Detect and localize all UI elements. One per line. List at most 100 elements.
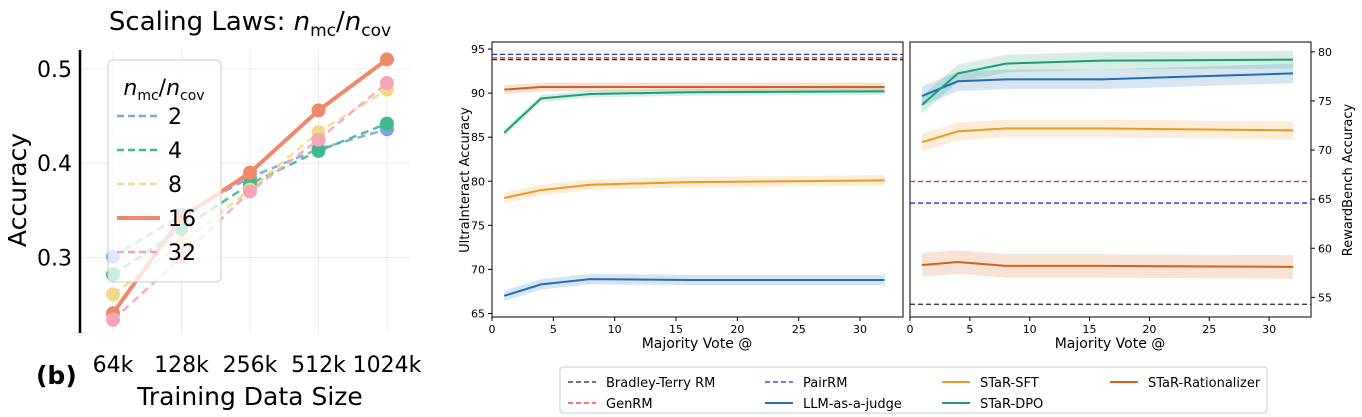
mid-band-star-sft — [504, 175, 885, 204]
scaling-point-32 — [243, 184, 257, 199]
mid-x-tick-label: 20 — [730, 323, 744, 336]
scaling-x-tick-label: 1024k — [353, 353, 422, 378]
mid-y-tick-label: 75 — [471, 219, 485, 232]
scaling-y-tick-label: 0.3 — [37, 247, 72, 272]
right-x-tick-label: 0 — [907, 323, 914, 336]
mid-y-tick-label: 65 — [471, 307, 485, 320]
scaling-point-32 — [311, 132, 326, 147]
mid-line-llm-as-a-judge — [503, 278, 885, 297]
ultrainteract-x-ticks: 0 5 10 15 20 25 30 — [489, 317, 867, 336]
mid-x-tick-label: 5 — [550, 323, 557, 336]
scaling-y-label: Accuracy — [3, 133, 32, 247]
scaling-point-32 — [380, 76, 394, 91]
scaling-y-tick-label: 0.5 — [37, 58, 72, 83]
mid-y-tick-label: 70 — [471, 263, 485, 276]
scaling-x-ticks: 64k 128k 256k 512k 1024k — [93, 353, 422, 378]
bottom-legend-label-llm-as-a-judge: LLM-as-a-judge — [803, 397, 902, 412]
right-x-tick-label: 30 — [1262, 323, 1276, 336]
mid-x-tick-label: 15 — [669, 323, 683, 336]
scaling-x-tick-label: 64k — [93, 353, 134, 378]
right-line-star-dpo — [921, 58, 1294, 106]
scaling-point-16 — [311, 103, 326, 118]
bottom-legend-label-bradley-terry-rm: Bradley-Terry RM — [606, 376, 715, 391]
scaling-legend-label-2: 2 — [168, 105, 182, 130]
scaling-x-tick-label: 256k — [223, 353, 278, 378]
scaling-point-32 — [106, 312, 120, 327]
scaling-legend-label-8: 8 — [168, 173, 182, 198]
rewardbench-y-ticks: 55 60 65 70 75 80 — [1311, 46, 1332, 304]
bottom-legend-label-star-dpo: STaR-DPO — [980, 397, 1043, 412]
scaling-point-16 — [380, 52, 394, 67]
right-y-tick-label: 55 — [1318, 291, 1332, 304]
scaling-chart-title: Scaling Laws: nmc/ncov — [109, 7, 391, 41]
mid-x-tick-label: 0 — [489, 323, 496, 336]
right-y-tick-label: 75 — [1318, 95, 1332, 108]
ultrainteract-chart: 65 70 75 80 85 90 95 0 5 10 15 20 25 30 UltraInterac… — [458, 41, 904, 352]
bottom-legend-box — [559, 366, 1268, 414]
scaling-legend-items: 2 4 8 16 32 — [117, 105, 196, 266]
right-band-llm-as-a-judge — [921, 63, 1294, 106]
panel-label-b: (b) — [36, 361, 77, 390]
scaling-legend-label-4: 4 — [168, 139, 182, 164]
scaling-y-ticks: 0.3 0.4 0.5 — [37, 58, 72, 272]
mid-band-llm-as-a-judge — [504, 273, 885, 302]
mid-x-tick-label: 30 — [853, 323, 867, 336]
scaling-y-tick-label: 0.4 — [37, 152, 72, 177]
rewardbench-frame — [909, 41, 1312, 318]
right-band-star-sft — [921, 119, 1294, 152]
ultrainteract-frame — [491, 41, 904, 318]
scaling-chart: Scaling Laws: nmc/ncov Accuracy 0.30.40.… — [3, 7, 422, 411]
right-x-tick-label: 15 — [1083, 323, 1097, 336]
rewardbench-x-label: Majority Vote @ — [1055, 336, 1166, 352]
rewardbench-chart: 55 60 65 70 75 80 0 5 10 15 20 25 30 RewardBench Ac… — [907, 41, 1356, 352]
bottom-legend-label-star-sft: STaR-SFT — [980, 376, 1039, 391]
right-line-star-sft — [921, 127, 1294, 144]
bottom-legend-label-star-rationalizer: STaR-Rationalizer — [1148, 376, 1261, 391]
right-line-star-rationalizer — [921, 260, 1294, 268]
bottom-legend-items: Bradley-Terry RM GenRM PairRM LLM-as-a-judg… — [568, 376, 1261, 412]
scaling-legend-title: nmc/ncov — [123, 76, 204, 104]
scaling-legend: nmc/ncov 2 4 8 16 32 — [107, 59, 222, 283]
rewardbench-bands — [921, 50, 1294, 279]
bottom-legend-label-pairrm: PairRM — [803, 376, 847, 391]
right-y-tick-label: 65 — [1318, 193, 1332, 206]
ultrainteract-y-label: UltraInteract Accuracy — [458, 107, 473, 253]
rewardbench-x-ticks: 0 5 10 15 20 25 30 — [907, 317, 1276, 336]
right-y-tick-label: 80 — [1318, 46, 1332, 59]
mid-y-tick-label: 95 — [471, 43, 485, 56]
right-y-tick-label: 60 — [1318, 242, 1332, 255]
mid-line-star-sft — [504, 179, 885, 199]
bottom-legend: Bradley-Terry RM GenRM PairRM LLM-as-a-judg… — [559, 366, 1268, 414]
mid-y-tick-label: 80 — [471, 175, 485, 188]
scaling-x-tick-label: 512k — [291, 353, 346, 378]
scaling-x-label: Training Data Size — [136, 382, 363, 411]
scaling-point-16 — [243, 165, 257, 180]
mid-band-star-dpo — [504, 87, 885, 137]
right-x-tick-label: 10 — [1023, 323, 1037, 336]
mid-x-tick-label: 25 — [792, 323, 806, 336]
scaling-point-4 — [380, 116, 394, 131]
right-y-tick-label: 70 — [1318, 144, 1332, 157]
scaling-point-8 — [106, 287, 120, 302]
ultrainteract-bands — [504, 82, 885, 302]
scaling-point-4 — [311, 143, 326, 158]
mid-line-star-rationalizer — [504, 85, 885, 91]
rewardbench-y-label: RewardBench Accuracy — [1341, 103, 1356, 256]
right-band-star-dpo — [921, 50, 1294, 114]
ultrainteract-x-label: Majority Vote @ — [642, 336, 753, 352]
right-x-tick-label: 20 — [1142, 323, 1156, 336]
mid-y-tick-label: 85 — [471, 131, 485, 144]
ultrainteract-series-group — [492, 53, 903, 297]
scaling-legend-box — [107, 59, 222, 283]
right-band-star-rationalizer — [921, 250, 1294, 279]
right-line-llm-as-a-judge — [921, 72, 1294, 97]
scaling-legend-label-16: 16 — [168, 207, 196, 232]
bottom-legend-label-genrm: GenRM — [606, 397, 653, 412]
scaling-x-tick-label: 128k — [154, 353, 209, 378]
right-x-tick-label: 25 — [1202, 323, 1216, 336]
mid-y-tick-label: 90 — [471, 87, 485, 100]
right-x-tick-label: 5 — [966, 323, 973, 336]
scaling-legend-label-32: 32 — [168, 241, 196, 266]
rewardbench-series-group — [910, 58, 1311, 305]
